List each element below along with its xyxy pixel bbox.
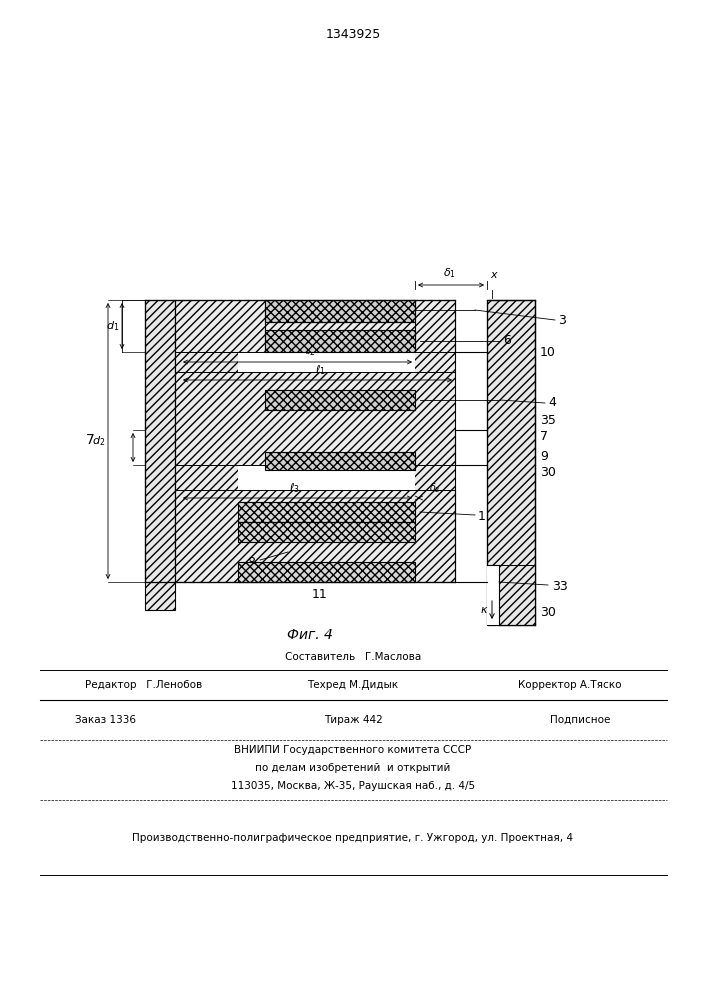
Text: Производственно-полиграфическое предприятие, г. Ужгород, ул. Проектная, 4: Производственно-полиграфическое предприя…	[132, 833, 573, 843]
Text: Фиг. 4: Фиг. 4	[287, 628, 333, 642]
Text: $d_1$: $d_1$	[106, 319, 119, 333]
Text: по делам изобретений  и открытий: по делам изобретений и открытий	[255, 763, 450, 773]
Bar	[265, 390, 415, 410]
Text: Корректор А.Тяско: Корректор А.Тяско	[518, 680, 621, 690]
Bar	[145, 300, 175, 610]
Bar	[238, 465, 415, 490]
Text: ВНИИПИ Государственного комитета СССР: ВНИИПИ Государственного комитета СССР	[235, 745, 472, 755]
Text: 113035, Москва, Ж-35, Раушская наб., д. 4/5: 113035, Москва, Ж-35, Раушская наб., д. …	[231, 781, 475, 791]
Text: 7: 7	[540, 430, 548, 444]
Text: 35: 35	[540, 414, 556, 426]
Text: Тираж 442: Тираж 442	[324, 715, 382, 725]
Text: Составитель   Г.Маслова: Составитель Г.Маслова	[285, 652, 421, 662]
Text: $\ell_3$: $\ell_3$	[289, 481, 300, 495]
Text: 8: 8	[247, 556, 255, 568]
Bar	[487, 300, 535, 625]
Text: $\ell_2$: $\ell_2$	[305, 344, 315, 358]
Text: 4: 4	[548, 396, 556, 410]
Text: $\delta_2$: $\delta_2$	[429, 481, 440, 495]
Text: Подписное: Подписное	[550, 715, 610, 725]
Bar	[265, 330, 415, 352]
Text: $d_2$: $d_2$	[92, 434, 105, 448]
Bar	[238, 522, 415, 542]
Text: Техред М.Дидык: Техред М.Дидык	[308, 680, 399, 690]
Bar	[238, 502, 415, 522]
Text: $\kappa$: $\kappa$	[481, 605, 489, 615]
Bar	[175, 300, 455, 582]
Text: $\delta_1$: $\delta_1$	[443, 266, 457, 280]
Text: 9: 9	[540, 450, 548, 464]
Text: $\ell_1$: $\ell_1$	[315, 363, 325, 377]
Text: 11: 11	[312, 588, 328, 601]
Text: 7: 7	[86, 433, 94, 447]
Text: 1343925: 1343925	[325, 28, 380, 41]
Text: 3: 3	[558, 314, 566, 326]
Bar	[265, 300, 415, 322]
Bar	[238, 352, 415, 372]
Text: 30: 30	[540, 466, 556, 479]
Bar	[238, 562, 415, 582]
Text: 6: 6	[503, 334, 511, 348]
Text: Заказ 1336: Заказ 1336	[75, 715, 136, 725]
Text: x: x	[490, 270, 496, 280]
Text: 30: 30	[540, 605, 556, 618]
Bar	[487, 565, 499, 625]
Bar	[265, 452, 415, 470]
Text: 10: 10	[540, 346, 556, 359]
Text: Редактор   Г.Ленобов: Редактор Г.Ленобов	[85, 680, 202, 690]
Text: 1: 1	[478, 510, 486, 522]
Text: 33: 33	[552, 580, 568, 593]
Bar	[499, 565, 535, 625]
